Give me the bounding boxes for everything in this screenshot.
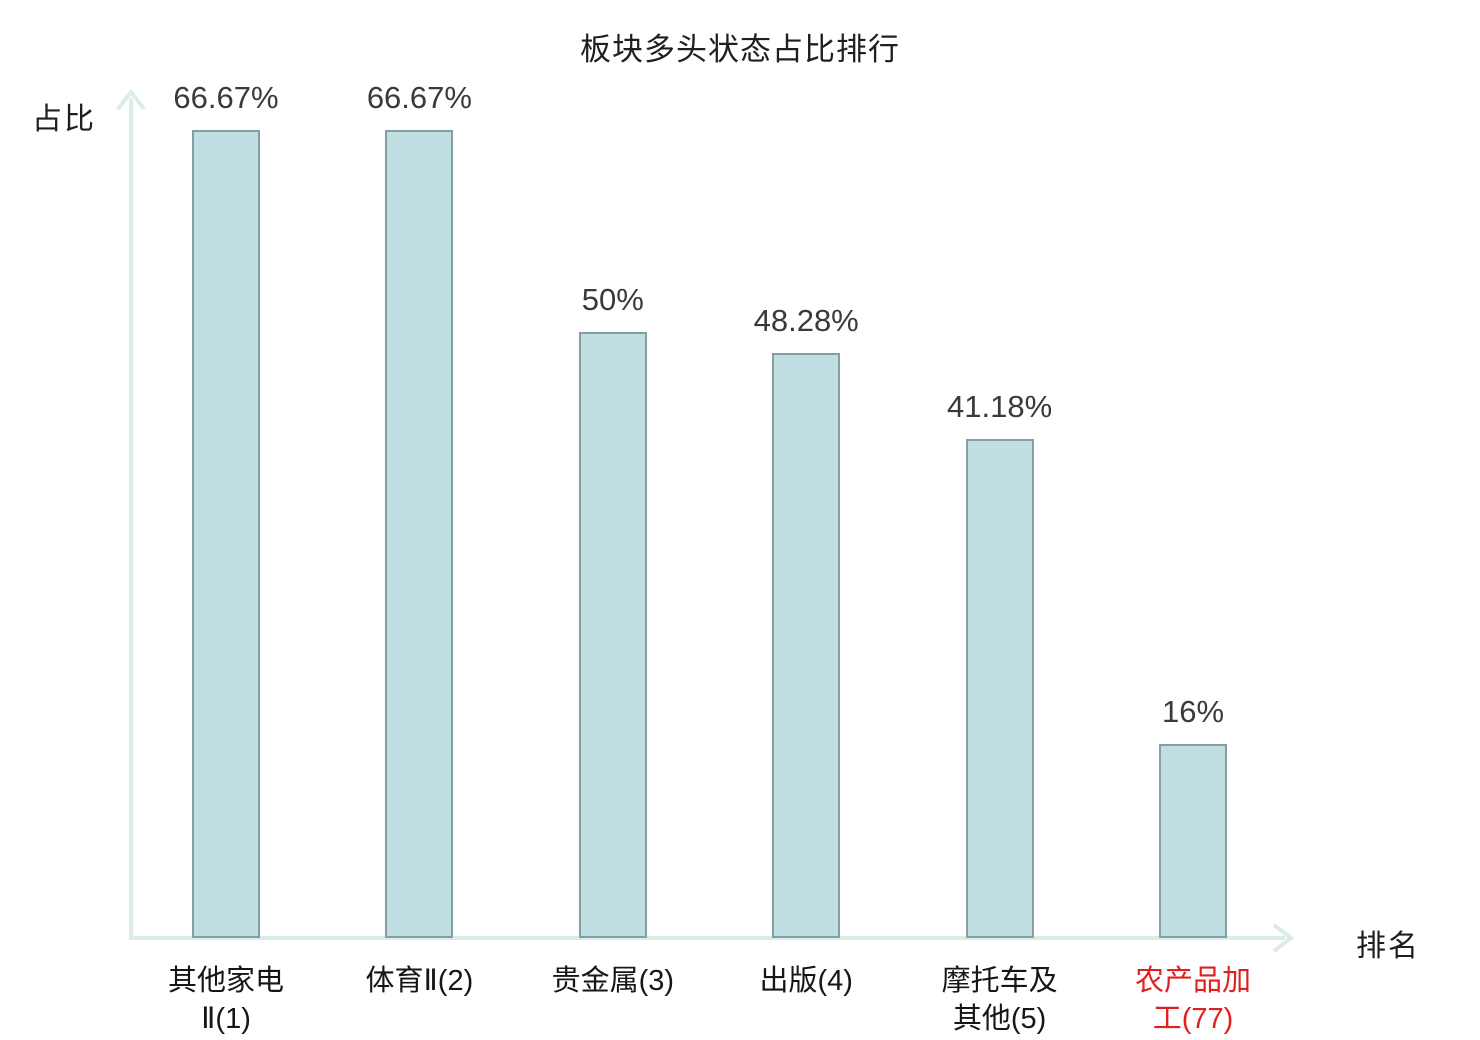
bar-value-label: 41.18% [947, 388, 1053, 424]
chart-title: 板块多头状态占比排行 [580, 32, 900, 67]
bar-value-label: 16% [1161, 694, 1225, 730]
bar [772, 352, 841, 938]
bar [965, 438, 1034, 938]
y-axis-label: 占比 [32, 103, 96, 136]
x-axis-label: 排名 [1356, 930, 1420, 963]
bar [1159, 744, 1227, 938]
bar-category-label: 农产品加 工(77) [1134, 965, 1251, 1035]
bar-value-label: 48.28% [753, 302, 859, 338]
bar-value-label: 66.67% [173, 80, 279, 115]
bar-value-label: 66.67% [366, 80, 472, 115]
bar-category-label: 其他家电 Ⅱ(1) [167, 965, 284, 1035]
bar-category-label: 摩托车及 其他(5) [941, 965, 1058, 1035]
bar [578, 332, 647, 938]
bar-value-label: 50% [581, 282, 644, 318]
bar-category-label: 贵金属(3) [551, 965, 675, 997]
bar-category-label: 出版(4) [759, 965, 853, 997]
bar-category-label: 体育Ⅱ(2) [365, 965, 474, 997]
bar [385, 130, 454, 938]
bar [192, 130, 260, 938]
